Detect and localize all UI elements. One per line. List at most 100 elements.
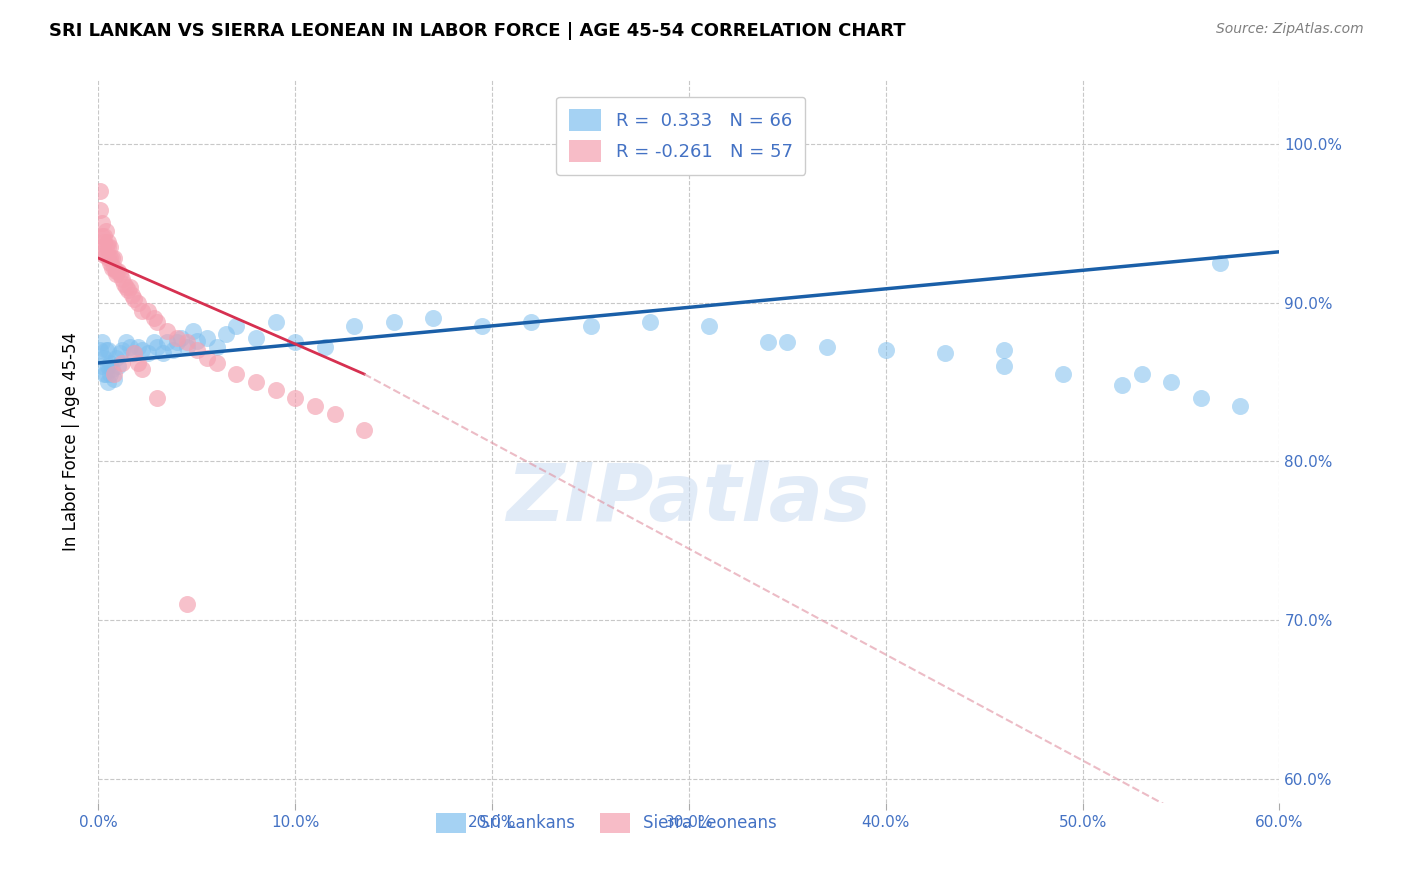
Point xyxy=(103,260,125,275)
Point xyxy=(156,335,179,350)
Point xyxy=(107,264,129,278)
Point xyxy=(98,356,121,370)
Point xyxy=(284,391,307,405)
Point xyxy=(115,279,138,293)
Point xyxy=(186,343,208,358)
Point xyxy=(117,283,139,297)
Point xyxy=(638,315,661,329)
Point xyxy=(136,303,159,318)
Point xyxy=(97,375,120,389)
Point xyxy=(89,185,111,199)
Point xyxy=(103,367,125,381)
Point xyxy=(96,248,118,262)
Point xyxy=(264,383,287,397)
Point xyxy=(181,324,204,338)
Point xyxy=(353,423,375,437)
Point xyxy=(127,340,149,354)
Point xyxy=(170,330,193,344)
Point xyxy=(166,335,188,350)
Point xyxy=(97,235,120,250)
Point xyxy=(118,340,141,354)
Point xyxy=(225,319,247,334)
Point xyxy=(101,362,124,376)
Point xyxy=(245,330,267,344)
Point xyxy=(93,235,115,250)
Point xyxy=(520,315,543,329)
Point xyxy=(93,228,115,243)
Point xyxy=(111,356,134,370)
Point xyxy=(91,359,114,373)
Point xyxy=(118,279,141,293)
Point xyxy=(697,319,720,334)
Legend: Sri Lankans, Sierra Leoneans: Sri Lankans, Sierra Leoneans xyxy=(427,805,786,841)
Point xyxy=(112,277,135,291)
Point xyxy=(195,351,218,366)
Point xyxy=(176,335,198,350)
Y-axis label: In Labor Force | Age 45-54: In Labor Force | Age 45-54 xyxy=(62,332,80,551)
Point xyxy=(89,343,111,358)
Point xyxy=(96,367,118,381)
Point xyxy=(323,407,346,421)
Point xyxy=(225,367,247,381)
Point xyxy=(115,335,138,350)
Point xyxy=(122,293,145,307)
Point xyxy=(111,272,134,286)
Point xyxy=(156,324,179,338)
Point xyxy=(1209,256,1232,270)
Point xyxy=(146,315,169,329)
Point xyxy=(195,330,218,344)
Point xyxy=(245,375,267,389)
Point xyxy=(142,311,165,326)
Point xyxy=(993,359,1015,373)
Point xyxy=(127,356,149,370)
Point xyxy=(121,287,143,301)
Point xyxy=(146,340,169,354)
Point xyxy=(382,315,405,329)
Point xyxy=(107,359,129,373)
Point xyxy=(127,295,149,310)
Point xyxy=(108,346,131,360)
Point xyxy=(304,399,326,413)
Point xyxy=(98,256,121,270)
Point xyxy=(314,340,336,354)
Point xyxy=(98,251,121,265)
Point xyxy=(93,367,115,381)
Point xyxy=(1111,378,1133,392)
Point xyxy=(131,343,153,358)
Point xyxy=(105,264,128,278)
Point xyxy=(103,372,125,386)
Point xyxy=(111,343,134,358)
Point xyxy=(422,311,444,326)
Point xyxy=(815,340,838,354)
Point xyxy=(98,240,121,254)
Point xyxy=(934,346,956,360)
Point xyxy=(1160,375,1182,389)
Point xyxy=(97,343,120,358)
Point xyxy=(105,267,128,281)
Point xyxy=(93,248,115,262)
Point xyxy=(471,319,494,334)
Point xyxy=(136,346,159,360)
Point xyxy=(98,367,121,381)
Point xyxy=(131,303,153,318)
Point xyxy=(579,136,602,151)
Point xyxy=(756,335,779,350)
Point xyxy=(176,597,198,611)
Point xyxy=(264,315,287,329)
Point xyxy=(1189,391,1212,405)
Point xyxy=(96,224,118,238)
Point xyxy=(91,228,114,243)
Point xyxy=(162,343,184,358)
Point xyxy=(96,343,118,358)
Point xyxy=(93,351,115,366)
Point xyxy=(91,335,114,350)
Point xyxy=(142,335,165,350)
Point xyxy=(97,359,120,373)
Text: ZIPatlas: ZIPatlas xyxy=(506,460,872,539)
Point xyxy=(122,346,145,360)
Point xyxy=(875,343,897,358)
Point xyxy=(91,216,114,230)
Point xyxy=(343,319,366,334)
Point xyxy=(284,335,307,350)
Point xyxy=(105,351,128,366)
